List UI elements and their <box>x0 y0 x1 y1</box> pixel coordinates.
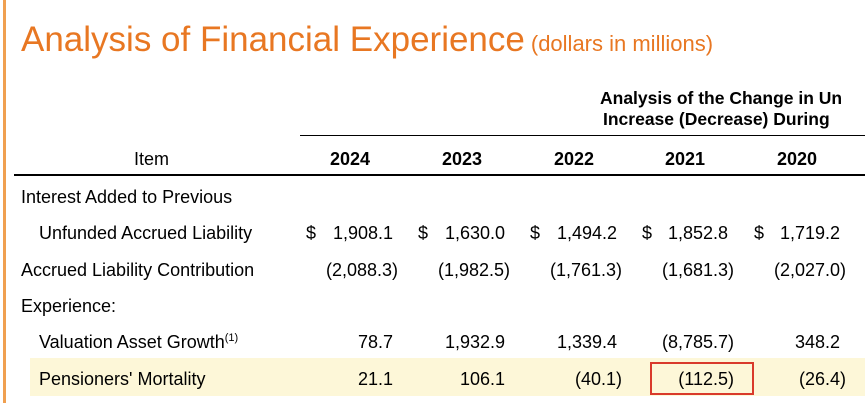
table-row: Valuation Asset Growth(1) 78.7 1,932.9 1… <box>0 324 865 360</box>
footnote-marker: (1) <box>224 332 239 344</box>
row-label: Unfunded Accrued Liability <box>39 223 253 243</box>
value-cell-highlighted: (112.5) <box>678 369 734 389</box>
value-cell: 1,339.4 <box>556 332 617 352</box>
page-title: Analysis of Financial Experience (dollars… <box>21 20 713 60</box>
item-column-header: Item <box>134 149 170 169</box>
value-cell: 348.2 <box>794 332 840 352</box>
row-label-text: Valuation Asset Growth <box>39 332 225 352</box>
header-rule <box>14 174 865 176</box>
table-row-highlighted: Pensioners' Mortality 21.1 106.1 (40.1) … <box>0 361 865 397</box>
value-cell: 1,852.8 <box>667 223 728 243</box>
value-cell: 78.7 <box>357 332 393 352</box>
currency-symbol: $ <box>530 223 541 243</box>
value-cell: 21.1 <box>357 369 393 389</box>
page-title-main: Analysis of Financial Experience <box>21 20 525 59</box>
value-cell: (40.1) <box>574 369 622 389</box>
value-cell: (1,982.5) <box>437 260 510 280</box>
column-group-banner: Analysis of the Change in Un Increase (D… <box>600 88 842 130</box>
year-header-2021: 2021 <box>664 149 706 169</box>
banner-line-2: Increase (Decrease) During <box>603 109 830 129</box>
table-header-row: Item 2024 2023 2022 2021 2020 <box>0 141 865 177</box>
left-accent-rule <box>3 0 6 403</box>
page-title-units: (dollars in millions) <box>530 31 714 56</box>
row-label: Interest Added to Previous <box>21 187 233 207</box>
row-highlight-band <box>30 358 865 396</box>
value-cell: 1,630.0 <box>444 223 505 243</box>
value-cell: (26.4) <box>798 369 846 389</box>
row-label: Pensioners' Mortality <box>39 369 206 389</box>
value-cell: 1,719.2 <box>779 223 840 243</box>
banner-underline <box>300 135 865 136</box>
year-header-2020: 2020 <box>776 149 818 169</box>
year-header-2022: 2022 <box>553 149 595 169</box>
banner-line-1: Analysis of the Change in Un <box>600 88 843 108</box>
currency-symbol: $ <box>754 223 765 243</box>
value-cell: (1,681.3) <box>661 260 734 280</box>
value-cell: (8,785.7) <box>661 332 734 352</box>
value-cell: 1,494.2 <box>556 223 617 243</box>
value-cell: 106.1 <box>459 369 505 389</box>
table-row: Experience: <box>0 288 865 324</box>
table-row: Accrued Liability Contribution (2,088.3)… <box>0 252 865 288</box>
year-header-2023: 2023 <box>441 149 483 169</box>
table-row: Unfunded Accrued Liability $ 1,908.1 $ 1… <box>0 215 865 251</box>
row-label: Experience: <box>21 296 117 316</box>
value-cell: 1,908.1 <box>332 223 393 243</box>
row-label: Valuation Asset Growth(1) <box>39 324 238 360</box>
value-cell: 1,932.9 <box>444 332 505 352</box>
currency-symbol: $ <box>418 223 429 243</box>
currency-symbol: $ <box>642 223 653 243</box>
value-cell: (2,088.3) <box>325 260 398 280</box>
value-cell: (1,761.3) <box>549 260 622 280</box>
highlight-box-marker <box>650 362 754 395</box>
row-label: Accrued Liability Contribution <box>21 260 255 280</box>
currency-symbol: $ <box>306 223 317 243</box>
value-cell: (2,027.0) <box>773 260 846 280</box>
table-row: Interest Added to Previous <box>0 179 865 215</box>
year-header-2024: 2024 <box>329 149 371 169</box>
